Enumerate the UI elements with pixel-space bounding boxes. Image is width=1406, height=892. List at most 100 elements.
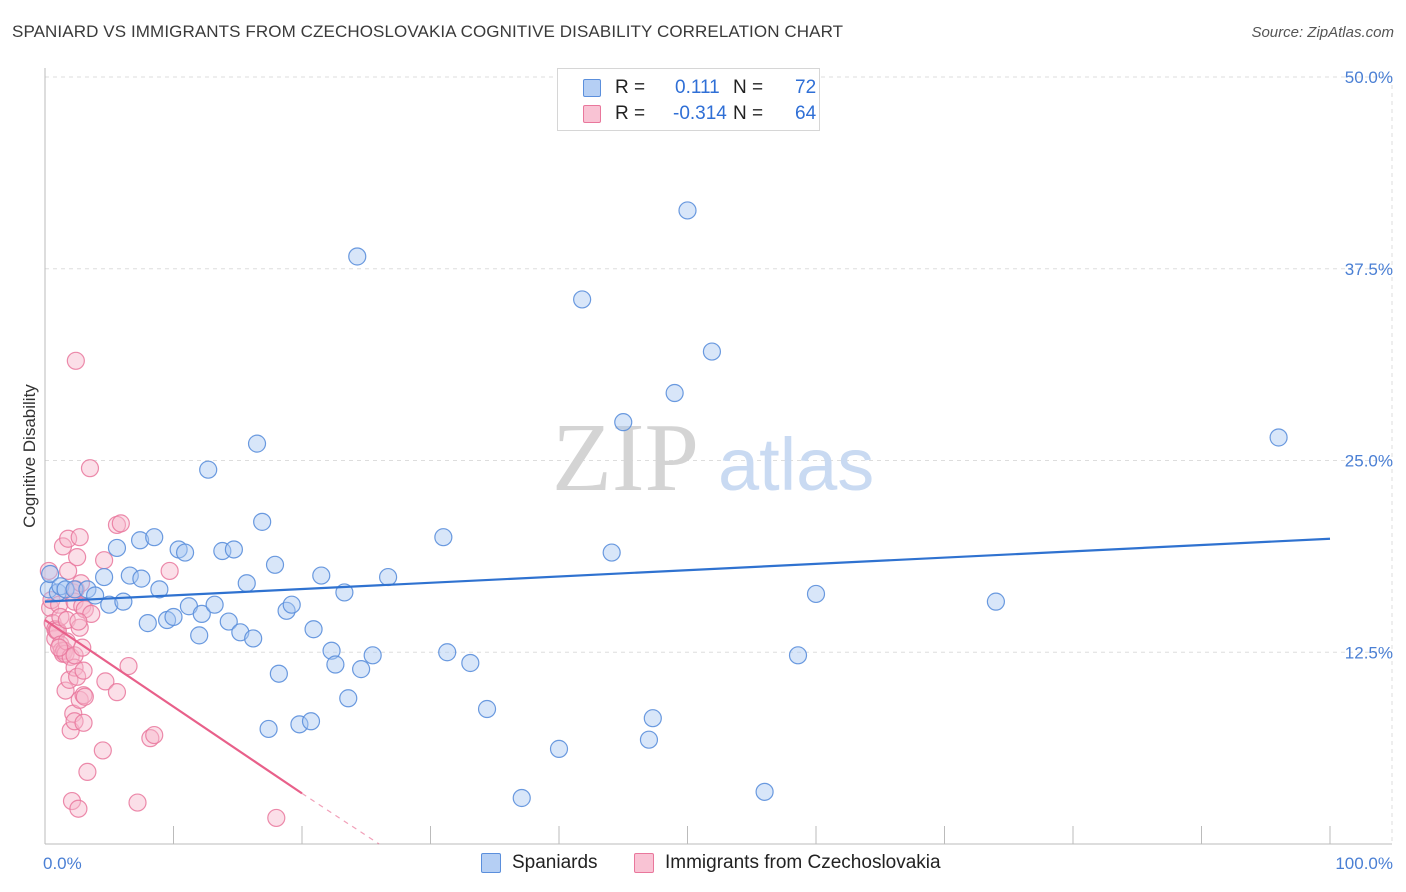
immigrants-point: [74, 713, 93, 732]
immigrants-point: [111, 514, 130, 533]
spaniards-point: [65, 580, 84, 599]
immigrants-point: [69, 612, 88, 631]
tick-labels: 12.5% 25.0% 37.5% 50.0% 0.0% 100.0%: [43, 68, 1393, 873]
spaniards-point: [199, 460, 218, 479]
chart-title: SPANIARD VS IMMIGRANTS FROM CZECHOSLOVAK…: [12, 22, 844, 41]
spaniards-point: [265, 555, 285, 574]
spaniards-point: [461, 653, 480, 673]
immigrants-point: [267, 808, 286, 828]
spaniards-point: [573, 290, 592, 309]
spaniards-point: [348, 247, 367, 266]
spaniards-point: [192, 604, 211, 624]
spaniards-point: [352, 660, 371, 679]
spaniards-point: [326, 655, 345, 674]
series-swatch-pink: [634, 853, 654, 873]
spaniards-point: [322, 641, 341, 660]
spaniards-point: [1269, 428, 1288, 447]
spaniards-point: [114, 592, 133, 611]
immigrants-point: [65, 712, 84, 731]
immigrants-point: [74, 661, 93, 680]
immigrants-point: [78, 762, 97, 782]
immigrants-trend-line: [44, 619, 303, 795]
spaniards-point: [259, 719, 278, 739]
immigrants-point: [96, 672, 115, 691]
spaniards-point: [150, 580, 169, 599]
immigrants-point: [66, 351, 85, 370]
spaniards-point: [51, 577, 70, 596]
immigrants-point: [59, 529, 78, 548]
immigrants-point: [160, 561, 179, 581]
spaniards-point: [602, 543, 621, 562]
spaniards-point: [643, 709, 662, 728]
immigrants-point: [128, 793, 147, 812]
spaniards-point: [269, 664, 288, 683]
immigrants-point: [93, 741, 112, 760]
spaniards-trend-line: [44, 537, 1331, 603]
spaniards-point: [434, 528, 453, 547]
trend-lines: [44, 537, 1331, 845]
legend-swatch-pink: [583, 105, 601, 123]
x-tick-label: 100.0%: [1335, 854, 1393, 873]
series-label-immigrants: Immigrants from Czechoslovakia: [665, 852, 941, 873]
source-label: Source: ZipAtlas.com: [1251, 24, 1394, 41]
spaniards-point: [244, 629, 263, 648]
spaniards-point: [132, 569, 151, 588]
immigrants-point: [107, 683, 127, 702]
immigrants-trend-extension: [301, 792, 380, 845]
legend-n-key: N =: [733, 103, 764, 124]
spaniards-point: [301, 712, 321, 731]
y-tick-label: 37.5%: [1345, 260, 1393, 279]
immigrants-point: [59, 561, 78, 581]
legend-n-key: N =: [733, 77, 764, 98]
spaniards-point: [247, 434, 267, 453]
immigrants-points: [39, 351, 286, 828]
legend-n-value: 72: [795, 77, 817, 98]
spaniards-point: [378, 567, 398, 587]
immigrants-point: [50, 638, 69, 657]
spaniards-point: [304, 620, 323, 639]
immigrants-point: [70, 528, 89, 547]
spaniards-point: [213, 541, 232, 561]
spaniards-point: [788, 646, 808, 665]
spaniards-point: [549, 739, 569, 758]
spaniards-point: [224, 540, 243, 559]
y-tick-label: 50.0%: [1345, 68, 1393, 87]
spaniards-point: [138, 614, 157, 633]
immigrants-point: [39, 561, 58, 581]
spaniards-point: [755, 782, 774, 801]
spaniards-point: [312, 566, 331, 585]
y-tick-label: 25.0%: [1345, 452, 1393, 471]
legend-swatch-blue: [583, 79, 601, 97]
watermark-atlas: atlas: [718, 423, 874, 506]
spaniards-point: [205, 595, 224, 614]
x-tick-label: 0.0%: [43, 854, 82, 873]
legend-r-key: R =: [615, 77, 646, 98]
spaniards-point: [120, 566, 139, 585]
series-label-spaniards: Spaniards: [512, 852, 598, 873]
spaniards-point: [100, 595, 119, 614]
axes: [44, 68, 1392, 845]
immigrants-point: [119, 656, 138, 676]
immigrants-point: [56, 681, 75, 700]
watermark-zip: ZIP: [552, 404, 699, 512]
spaniards-point: [237, 574, 256, 593]
spaniards-point: [986, 592, 1006, 611]
spaniards-point: [665, 383, 684, 403]
immigrants-point: [145, 725, 164, 745]
legend-n-value: 64: [795, 103, 817, 124]
spaniards-point: [145, 528, 164, 547]
legend-r-value: -0.314: [673, 103, 727, 124]
spaniards-point: [253, 512, 272, 531]
series-legend: Spaniards Immigrants from Czechoslovakia: [0, 852, 1406, 878]
spaniards-point: [438, 643, 457, 662]
spaniards-point: [339, 689, 358, 708]
spaniards-point: [614, 413, 633, 432]
spaniards-point: [107, 538, 127, 558]
spaniards-point: [702, 342, 722, 361]
legend-r-value: 0.111: [675, 77, 720, 98]
immigrants-point: [75, 687, 94, 706]
immigrants-point: [80, 459, 100, 478]
y-axis-title: Cognitive Disability: [20, 384, 39, 528]
spaniards-points: [39, 201, 1288, 808]
